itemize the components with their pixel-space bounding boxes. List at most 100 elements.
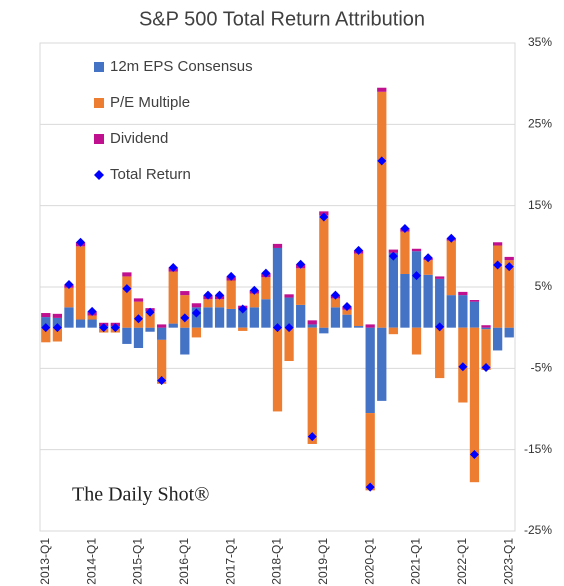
diamond-marker	[388, 251, 398, 261]
diamond-marker	[226, 271, 236, 281]
x-tick-label: 2013-Q1	[38, 538, 52, 585]
y-tick-label: -5%	[531, 361, 553, 375]
bar	[481, 327, 491, 330]
bar	[377, 91, 387, 328]
diamond-marker	[365, 482, 375, 492]
bar	[469, 301, 480, 328]
x-tick-label: 2022-Q1	[455, 538, 469, 585]
bar	[423, 260, 433, 275]
bar	[388, 249, 398, 253]
bar	[145, 327, 155, 332]
bar	[157, 327, 167, 340]
bar	[145, 311, 155, 328]
bar	[191, 327, 202, 338]
bar	[388, 252, 398, 328]
bar	[249, 307, 259, 328]
bar	[272, 243, 283, 248]
bar	[64, 287, 74, 308]
bar	[481, 329, 491, 370]
bar	[157, 339, 167, 384]
bar	[133, 327, 144, 348]
bar	[238, 308, 248, 328]
bar	[226, 308, 236, 328]
bar	[435, 276, 445, 279]
y-tick-label: 35%	[528, 35, 552, 49]
bar	[284, 297, 294, 328]
diamond-marker	[330, 290, 340, 300]
x-tick-label: 2021-Q1	[409, 538, 423, 585]
bar	[41, 317, 51, 328]
bar	[180, 291, 190, 296]
bar	[249, 293, 259, 308]
bar	[400, 231, 410, 274]
diamond-marker	[180, 313, 190, 323]
diamond-marker	[354, 245, 364, 255]
bar	[226, 280, 236, 309]
legend-label: 12m EPS Consensus	[110, 58, 253, 75]
bar	[435, 327, 445, 379]
bar	[330, 298, 341, 308]
diamond-marker	[284, 323, 294, 333]
bar	[296, 304, 306, 328]
diamond-marker	[458, 362, 468, 372]
bar	[446, 240, 456, 296]
bar	[133, 298, 144, 302]
bar	[122, 276, 132, 328]
bar	[203, 307, 213, 328]
bar	[423, 274, 433, 328]
bar	[238, 327, 248, 331]
bar	[272, 247, 283, 328]
x-tick-label: 2017-Q1	[223, 538, 237, 585]
y-tick-label: -15%	[524, 442, 552, 456]
x-tick-label: 2023-Q1	[501, 538, 515, 585]
x-tick-label: 2019-Q1	[316, 538, 330, 585]
bar	[122, 327, 132, 344]
diamond-marker	[249, 285, 259, 295]
legend-marker	[94, 170, 104, 180]
x-tick-label: 2020-Q1	[362, 538, 376, 585]
diamond-marker	[238, 304, 248, 314]
bar	[52, 327, 63, 342]
diamond-marker	[64, 280, 74, 290]
bar	[377, 87, 387, 92]
legend-label: Total Return	[110, 166, 191, 183]
bar	[504, 256, 514, 261]
diamond-marker	[203, 290, 213, 300]
bar	[168, 323, 178, 328]
diamond-marker	[99, 323, 109, 333]
bar	[214, 307, 225, 328]
bar	[353, 253, 364, 327]
bar	[307, 324, 317, 328]
bar	[41, 313, 51, 318]
legend-label: Dividend	[110, 130, 168, 147]
bar	[157, 324, 167, 328]
y-tick-label: 25%	[528, 117, 552, 131]
chart-title: S&P 500 Total Return Attribution	[139, 8, 425, 30]
bar	[504, 260, 514, 328]
y-tick-label: -25%	[524, 523, 552, 537]
bar	[307, 327, 317, 444]
bar	[469, 300, 480, 302]
diamond-marker	[273, 323, 282, 333]
bar	[365, 413, 375, 491]
legend-marker	[94, 134, 104, 144]
x-tick-label: 2015-Q1	[131, 538, 145, 585]
diamond-marker	[145, 307, 155, 317]
legend-label: P/E Multiple	[110, 94, 190, 111]
bar	[122, 272, 132, 277]
diamond-marker	[215, 290, 225, 300]
bar	[458, 291, 468, 296]
legend-marker	[94, 98, 104, 108]
diamond-marker	[122, 284, 132, 294]
bar	[492, 245, 503, 328]
bar	[342, 309, 352, 315]
diamond-marker	[307, 432, 317, 442]
x-tick-label: 2014-Q1	[84, 538, 98, 585]
bar	[365, 324, 375, 328]
bar	[261, 299, 271, 328]
bar	[411, 248, 422, 252]
bar	[52, 313, 63, 318]
bar	[411, 251, 422, 328]
diamond-marker	[110, 323, 120, 333]
